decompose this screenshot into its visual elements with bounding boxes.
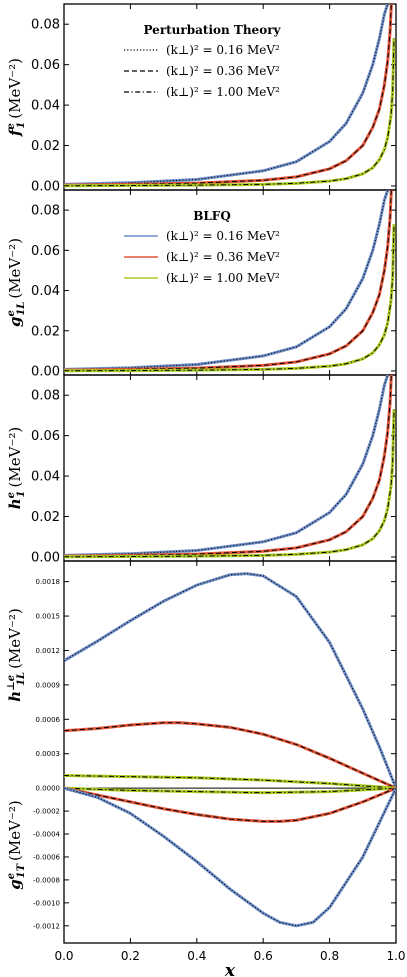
y-tick-label: 0.08 — [31, 18, 60, 33]
y-tick-label: -0.0002 — [33, 808, 60, 816]
legend-entry: (k⊥)² = 1.00 MeV² — [166, 85, 280, 99]
y-tick-label: 0.00 — [31, 364, 60, 379]
y-tick-label: 0.0009 — [36, 681, 61, 689]
legend-entry: (k⊥)² = 0.36 MeV² — [166, 64, 280, 78]
legend-title: Perturbation Theory — [143, 23, 281, 37]
y-axis-label: ge1L(MeV⁻²) — [6, 238, 27, 327]
series-line-overlay — [64, 787, 396, 822]
series-line-overlay — [64, 190, 392, 371]
series-line-overlay — [64, 375, 389, 556]
x-tick-label: 1.0 — [386, 949, 405, 963]
y-tick-label: -0.0008 — [33, 876, 60, 884]
y-tick-label: 0.0012 — [36, 647, 61, 655]
legend-title: BLFQ — [193, 209, 231, 223]
legend: Perturbation Theory (k⊥)² = 0.16 MeV² (k⊥)… — [124, 23, 282, 99]
legend-entry: (k⊥)² = 0.16 MeV² — [166, 43, 280, 57]
y-tick-label: 0.0015 — [36, 613, 61, 621]
series-line — [64, 572, 396, 789]
y-tick-label: 0.08 — [31, 204, 60, 219]
y-tick-label: 0.0006 — [36, 716, 61, 724]
series-line — [64, 38, 396, 188]
series-line — [64, 774, 396, 790]
series-line-overlay — [64, 4, 389, 185]
y-tick-label: 0.0003 — [36, 750, 61, 758]
series-line-overlay — [64, 409, 395, 558]
y-tick-label: -0.0012 — [33, 922, 60, 930]
x-tick-label: 0.2 — [121, 949, 140, 963]
series-line — [64, 409, 396, 559]
series-line-overlay — [64, 573, 396, 789]
y-tick-label: 0.02 — [31, 139, 60, 154]
y-tick-label: 0.06 — [31, 429, 60, 444]
y-tick-label: 0.04 — [31, 470, 60, 485]
series-line-overlay — [64, 224, 395, 372]
y-tick-label: 0.08 — [31, 389, 60, 404]
legend: BLFQ (k⊥)² = 0.16 MeV² (k⊥)² = 0.36 MeV² (k… — [124, 209, 280, 285]
y-tick-label: 0.00 — [31, 179, 60, 194]
panel-h1: 0.00 0.02 0.04 0.06 0.08 he1(MeV⁻²) — [6, 374, 397, 565]
y-tick-label: 0.02 — [31, 510, 60, 525]
series-line — [64, 375, 393, 558]
y-tick-label: 0.02 — [31, 324, 60, 339]
series-line-overlay — [64, 787, 396, 927]
x-tick-label: 0.0 — [54, 949, 73, 963]
x-tick-label: 0.6 — [254, 949, 273, 963]
panel-g1L: 0.00 0.02 0.04 0.06 0.08 ge1L(MeV⁻²) BLFQ (k⊥)²… — [6, 189, 397, 379]
legend-entry: (k⊥)² = 0.36 MeV² — [166, 250, 280, 264]
y-tick-label: -0.0006 — [33, 853, 61, 861]
y-axis-label: fe1(MeV⁻²) — [6, 58, 27, 137]
series-line-overlay — [64, 190, 389, 370]
legend-entry: (k⊥)² = 1.00 MeV² — [166, 271, 280, 285]
panel-f1: 0.00 0.02 0.04 0.06 0.08 fe1(MeV⁻²) Perturbati… — [6, 3, 397, 194]
y-tick-label: 0.0000 — [36, 785, 61, 793]
series-line-overlay — [64, 38, 395, 187]
series-line-overlay — [64, 4, 392, 186]
panel-h1Lperp_g1T: 0.00180.00150.00120.00090.00060.00030.00… — [6, 560, 406, 977]
legend-entry: (k⊥)² = 0.16 MeV² — [166, 229, 280, 243]
y-tick-label: 0.04 — [31, 284, 60, 299]
y-tick-label: 0.04 — [31, 99, 60, 114]
series-line — [64, 224, 396, 373]
y-tick-label: 0.00 — [31, 550, 60, 565]
y-axis-label-top: h⊥e1L(MeV⁻²) — [6, 608, 27, 702]
panels: 0.00 0.02 0.04 0.06 0.08 fe1(MeV⁻²) Perturbati… — [6, 3, 406, 977]
series-line — [64, 721, 396, 790]
x-axis-label: x — [224, 961, 236, 977]
y-axis-label-bottom: ge1T(MeV⁻²) — [6, 800, 27, 889]
series-line-overlay — [64, 375, 392, 557]
panel-frame — [63, 560, 397, 944]
y-tick-label: -0.0010 — [33, 899, 60, 907]
series-line-overlay — [64, 787, 396, 794]
series-line-overlay — [64, 775, 396, 789]
y-axis-label: he1(MeV⁻²) — [6, 427, 27, 509]
y-tick-label: 0.06 — [31, 58, 60, 73]
y-tick-label: 0.06 — [31, 244, 60, 259]
x-tick-label: 0.4 — [187, 949, 206, 963]
x-tick-label: 0.8 — [320, 949, 339, 963]
y-tick-label: -0.0004 — [33, 831, 61, 839]
series-line — [64, 375, 390, 557]
y-tick-label: 0.0018 — [36, 578, 61, 586]
